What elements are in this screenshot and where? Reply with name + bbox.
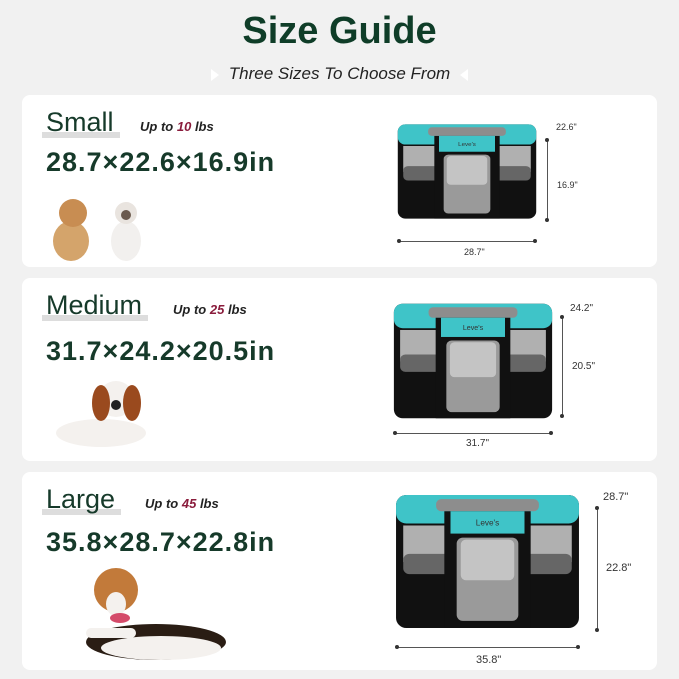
height-line xyxy=(562,317,563,416)
dimensions: 35.8×28.7×22.8in xyxy=(46,527,276,557)
height-label: 20.5" xyxy=(572,361,596,372)
dot xyxy=(549,431,553,435)
height-line xyxy=(547,140,548,220)
brand-logo: Leve's xyxy=(476,519,499,528)
dot xyxy=(395,645,399,649)
dot xyxy=(393,431,397,435)
length-line xyxy=(397,647,578,648)
dog-and-cat-image xyxy=(53,199,141,261)
length-label: 28.7" xyxy=(464,247,485,257)
height-label: 16.9" xyxy=(557,180,578,190)
subtitle-text: Three Sizes To Choose From xyxy=(228,64,451,83)
dot xyxy=(595,628,599,632)
playpen-image: Leve's xyxy=(397,124,537,219)
size-card-small: Small Up to 10 lbs 28.7×22.6×16.9in xyxy=(22,95,657,267)
dimensions: 28.7×22.6×16.9in xyxy=(46,147,276,177)
playpen-image: Leve's xyxy=(393,303,553,419)
size-name: Medium xyxy=(42,290,149,321)
beagle-image xyxy=(86,568,226,660)
dot xyxy=(545,138,549,142)
brand-logo: Leve's xyxy=(458,142,476,148)
dot xyxy=(560,414,564,418)
height-line xyxy=(597,508,598,630)
height-label: 22.8" xyxy=(606,562,632,574)
dimensions: 31.7×24.2×20.5in xyxy=(46,336,276,366)
triangle-left-icon xyxy=(460,68,469,81)
playpen-image: Leve's xyxy=(396,495,579,628)
width-label: 28.7" xyxy=(603,491,629,503)
weight-limit: Up to 10 lbs xyxy=(140,119,214,134)
dot xyxy=(533,239,537,243)
triangle-right-icon xyxy=(210,68,219,81)
length-label: 31.7" xyxy=(466,438,490,449)
dot xyxy=(576,645,580,649)
subtitle: Three Sizes To Choose From xyxy=(0,64,679,84)
weight-limit: Up to 45 lbs xyxy=(145,496,219,511)
size-name: Small xyxy=(42,107,120,138)
brand-logo: Leve's xyxy=(463,325,484,332)
length-line xyxy=(399,241,535,242)
width-label: 22.6" xyxy=(556,122,577,132)
width-label: 24.2" xyxy=(570,303,594,314)
size-name: Large xyxy=(42,484,122,515)
dot xyxy=(560,315,564,319)
dot xyxy=(397,239,401,243)
weight-limit: Up to 25 lbs xyxy=(173,302,247,317)
dot xyxy=(545,218,549,222)
spaniel-image xyxy=(56,381,146,447)
length-line xyxy=(395,433,551,434)
length-label: 35.8" xyxy=(476,654,502,666)
page-title: Size Guide xyxy=(242,10,437,52)
dot xyxy=(595,506,599,510)
